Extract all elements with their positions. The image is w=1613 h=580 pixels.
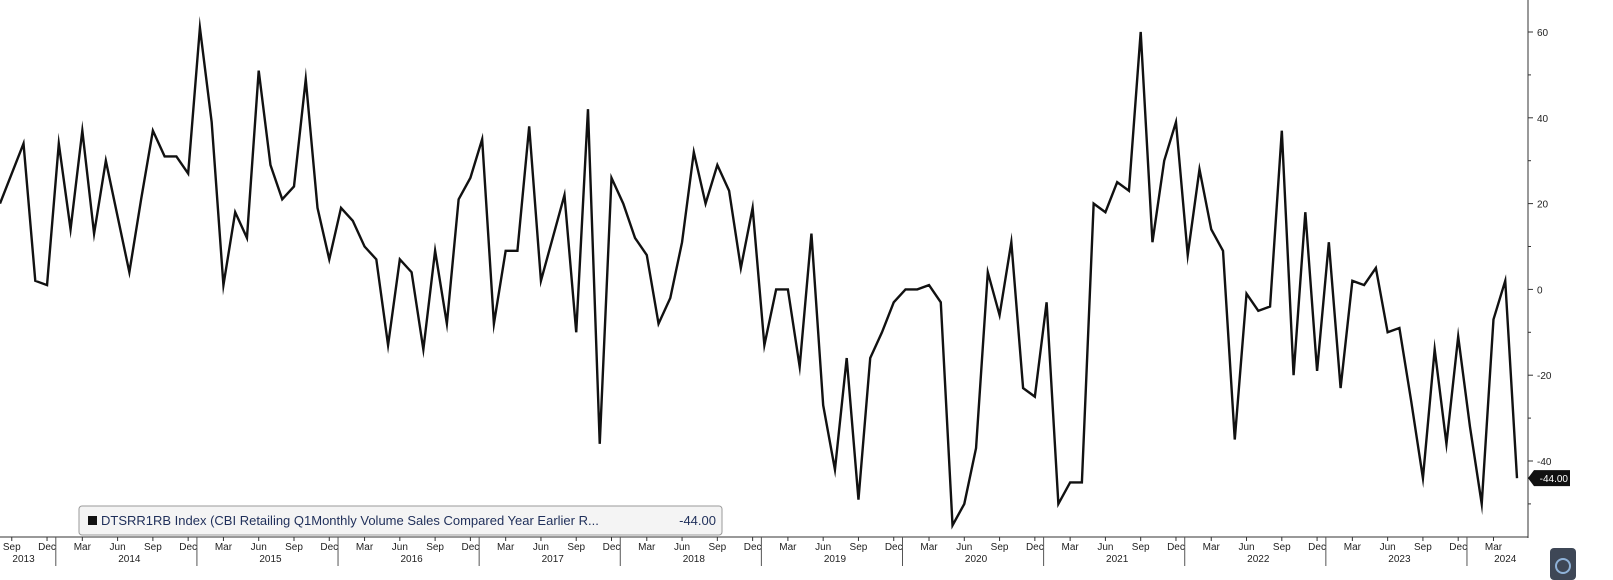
y-tick-label: -20 xyxy=(1537,371,1552,382)
x-tick-label: Jun xyxy=(674,542,690,553)
legend: DTSRR1RB Index (CBI Retailing Q1Monthly … xyxy=(78,505,723,536)
x-tick-label: Jun xyxy=(1097,542,1113,553)
x-tick-label: Mar xyxy=(1344,542,1362,553)
x-tick-label: Sep xyxy=(708,542,726,553)
x-tick-label: Dec xyxy=(1026,542,1044,553)
x-tick-label: Sep xyxy=(1414,542,1432,553)
legend-swatch xyxy=(88,516,97,525)
x-tick-label: Mar xyxy=(779,542,797,553)
x-tick-label: Jun xyxy=(251,542,267,553)
y-axis: -40 -20 0 20 40 60 xyxy=(1528,28,1552,505)
corner-widget-ring xyxy=(1555,558,1571,574)
x-tick-label: Mar xyxy=(1062,542,1080,553)
x-tick-label: Jun xyxy=(1380,542,1396,553)
x-year-label: 2024 xyxy=(1494,554,1517,565)
x-tick-label: Dec xyxy=(744,542,762,553)
x-tick-label: Jun xyxy=(815,542,831,553)
x-tick-label: Sep xyxy=(1273,542,1291,553)
y-tick-label: 40 xyxy=(1537,114,1549,125)
x-tick-label: Dec xyxy=(320,542,338,553)
x-tick-label: Sep xyxy=(991,542,1009,553)
x-year-label: 2018 xyxy=(683,554,706,565)
x-tick-label: Dec xyxy=(603,542,621,553)
x-year-label: 2021 xyxy=(1106,554,1129,565)
x-year-label: 2017 xyxy=(542,554,565,565)
x-tick-label: Mar xyxy=(920,542,938,553)
x-tick-label: Dec xyxy=(885,542,903,553)
x-year-label: 2015 xyxy=(259,554,282,565)
x-tick-label: Dec xyxy=(1449,542,1467,553)
last-value-label: -44.00 xyxy=(1540,474,1569,485)
x-year-label: 2019 xyxy=(824,554,847,565)
x-tick-label: Jun xyxy=(392,542,408,553)
x-tick-label: Sep xyxy=(285,542,303,553)
x-year-label: 2020 xyxy=(965,554,988,565)
x-year-label: 2013 xyxy=(12,554,35,565)
x-year-label: 2014 xyxy=(118,554,141,565)
legend-last-value: -44.00 xyxy=(679,513,716,528)
x-tick-label: Mar xyxy=(356,542,374,553)
y-tick-label: 60 xyxy=(1537,28,1549,39)
legend-series-name: DTSRR1RB Index (CBI Retailing Q1Monthly … xyxy=(101,513,599,528)
x-tick-label: Mar xyxy=(1203,542,1221,553)
x-tick-label: Sep xyxy=(567,542,585,553)
y-tick-label: -40 xyxy=(1537,457,1552,468)
x-tick-label: Sep xyxy=(144,542,162,553)
last-value-tag xyxy=(1528,470,1570,487)
legend-box xyxy=(78,505,723,536)
x-tick-label: Dec xyxy=(1308,542,1326,553)
x-tick-label: Sep xyxy=(426,542,444,553)
y-tick-label: 20 xyxy=(1537,200,1549,211)
x-tick-label: Mar xyxy=(215,542,233,553)
y-tick-label: 0 xyxy=(1537,285,1543,296)
series-line xyxy=(0,15,1519,530)
x-year-label: 2023 xyxy=(1388,554,1411,565)
x-tick-label: Dec xyxy=(1167,542,1185,553)
x-tick-label: Dec xyxy=(38,542,56,553)
x-tick-label: Mar xyxy=(1485,542,1503,553)
x-tick-label: Dec xyxy=(179,542,197,553)
last-value-marker: -44.00 xyxy=(1528,470,1576,580)
x-year-label: 2016 xyxy=(400,554,423,565)
x-tick-label: Dec xyxy=(461,542,479,553)
x-tick-label: Jun xyxy=(533,542,549,553)
x-tick-label: Mar xyxy=(497,542,515,553)
x-tick-label: Sep xyxy=(1132,542,1150,553)
corner-widget-icon[interactable] xyxy=(1550,548,1576,580)
x-tick-label: Jun xyxy=(1238,542,1254,553)
plot-area xyxy=(0,0,1529,538)
x-tick-label: Sep xyxy=(3,542,21,553)
x-tick-label: Jun xyxy=(956,542,972,553)
x-axis: Sep Dec Mar Jun Sep Dec Mar Jun Sep Dec Mar Jun Sep D… xyxy=(3,537,1517,566)
x-tick-label: Mar xyxy=(638,542,656,553)
x-tick-label: Jun xyxy=(110,542,126,553)
x-tick-label: Mar xyxy=(74,542,92,553)
x-year-label: 2022 xyxy=(1247,554,1270,565)
x-tick-label: Sep xyxy=(850,542,868,553)
series-group xyxy=(0,15,1519,530)
